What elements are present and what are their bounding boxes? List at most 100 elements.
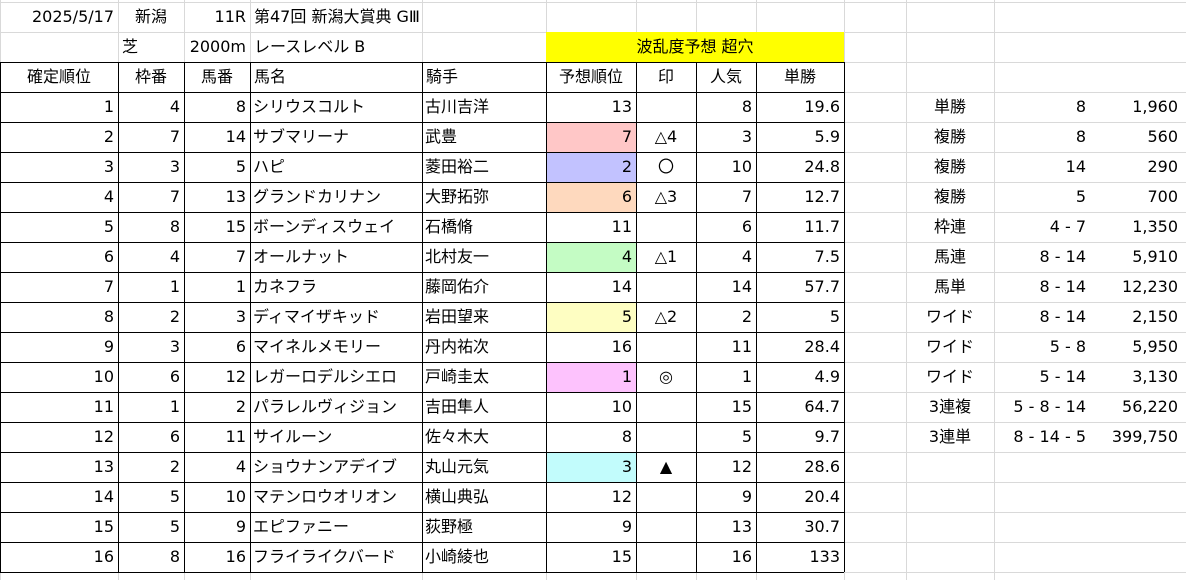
mark-cell[interactable] — [636, 512, 696, 542]
pred-rank-cell[interactable]: 11 — [611, 217, 632, 236]
odds-cell[interactable]: 20.4 — [804, 487, 840, 506]
col-finish-header[interactable]: 確定順位 — [26, 67, 91, 86]
payout-combination[interactable]: 8 — [1075, 97, 1086, 116]
frame-cell[interactable]: 1 — [169, 277, 180, 296]
pred-rank-cell[interactable]: 16 — [611, 337, 632, 356]
odds-cell[interactable]: 4.9 — [814, 367, 840, 386]
jockey-cell[interactable]: 菱田裕二 — [425, 157, 490, 176]
number-cell[interactable]: 1 — [235, 277, 246, 296]
pred-rank-cell[interactable]: 13 — [611, 97, 632, 116]
mark-cell[interactable] — [636, 272, 696, 302]
race-level[interactable]: レースレベル B — [254, 37, 366, 56]
frame-cell[interactable]: 1 — [169, 397, 180, 416]
finish-cell[interactable]: 11 — [93, 397, 114, 416]
horse-name-cell[interactable]: レガーロデルシエロ — [253, 367, 398, 386]
pred-rank-cell[interactable]: 7 — [621, 127, 632, 146]
number-cell[interactable]: 8 — [235, 97, 246, 116]
payout-type[interactable]: 複勝 — [933, 187, 966, 206]
horse-name-cell[interactable]: グランドカリナン — [253, 187, 382, 206]
finish-cell[interactable]: 12 — [93, 427, 114, 446]
popularity-cell[interactable]: 2 — [741, 307, 752, 326]
jockey-cell[interactable]: 石橋脩 — [425, 217, 474, 236]
number-cell[interactable]: 3 — [235, 307, 246, 326]
mark-cell[interactable] — [636, 332, 696, 362]
payout-type[interactable]: 枠連 — [933, 217, 966, 236]
popularity-cell[interactable]: 9 — [741, 487, 752, 506]
jockey-cell[interactable]: 大野拓弥 — [425, 187, 490, 206]
mark-cell[interactable] — [636, 392, 696, 422]
horse-name-cell[interactable]: ハピ — [253, 157, 286, 176]
jockey-cell[interactable]: 吉田隼人 — [425, 397, 490, 416]
popularity-cell[interactable]: 11 — [731, 337, 752, 356]
payout-combination[interactable]: 8 - 14 — [1039, 247, 1086, 266]
race-distance[interactable]: 2000m — [189, 37, 246, 56]
payout-amount[interactable]: 12,230 — [1122, 277, 1178, 296]
payout-amount[interactable]: 1,960 — [1132, 97, 1178, 116]
popularity-cell[interactable]: 1 — [741, 367, 752, 386]
odds-cell[interactable]: 9.7 — [814, 427, 840, 446]
payout-amount[interactable]: 3,130 — [1132, 367, 1178, 386]
frame-cell[interactable]: 8 — [169, 547, 180, 566]
popularity-cell[interactable]: 3 — [741, 127, 752, 146]
payout-type[interactable]: 単勝 — [933, 97, 966, 116]
pred-rank-cell[interactable]: 3 — [621, 457, 632, 476]
race-venue[interactable]: 新潟 — [134, 7, 167, 26]
frame-cell[interactable]: 6 — [169, 427, 180, 446]
jockey-cell[interactable]: 丹内祐次 — [425, 337, 490, 356]
frame-cell[interactable]: 5 — [169, 517, 180, 536]
finish-cell[interactable]: 5 — [103, 217, 114, 236]
col-horse-header[interactable]: 馬名 — [254, 67, 287, 86]
jockey-cell[interactable]: 小崎綾也 — [425, 547, 490, 566]
frame-cell[interactable]: 8 — [169, 217, 180, 236]
pred-rank-cell[interactable]: 15 — [611, 547, 632, 566]
payout-type[interactable]: 複勝 — [933, 127, 966, 146]
frame-cell[interactable]: 7 — [169, 187, 180, 206]
number-cell[interactable]: 15 — [225, 217, 246, 236]
col-pred-header[interactable]: 予想順位 — [558, 67, 623, 86]
odds-cell[interactable]: 5.9 — [814, 127, 840, 146]
finish-cell[interactable]: 8 — [103, 307, 114, 326]
horse-name-cell[interactable]: カネフラ — [253, 277, 318, 296]
finish-cell[interactable]: 10 — [93, 367, 114, 386]
odds-cell[interactable]: 28.4 — [804, 337, 840, 356]
finish-cell[interactable]: 13 — [93, 457, 114, 476]
frame-cell[interactable]: 2 — [169, 457, 180, 476]
col-jockey-header[interactable]: 騎手 — [426, 67, 459, 86]
pred-rank-cell[interactable]: 4 — [621, 247, 632, 266]
odds-cell[interactable]: 57.7 — [804, 277, 840, 296]
payout-type[interactable]: 馬連 — [933, 247, 966, 266]
payout-amount[interactable]: 399,750 — [1111, 427, 1178, 446]
odds-cell[interactable]: 28.6 — [804, 457, 840, 476]
pred-rank-cell[interactable]: 8 — [621, 427, 632, 446]
number-cell[interactable]: 6 — [235, 337, 246, 356]
horse-name-cell[interactable]: サブマリーナ — [253, 127, 350, 146]
horse-name-cell[interactable]: フライライクバード — [253, 547, 396, 566]
finish-cell[interactable]: 3 — [103, 157, 114, 176]
payout-amount[interactable]: 1,350 — [1132, 217, 1178, 236]
jockey-cell[interactable]: 戸崎圭太 — [425, 367, 490, 386]
payout-combination[interactable]: 5 — [1075, 187, 1086, 206]
horse-name-cell[interactable]: サイルーン — [253, 427, 333, 446]
frame-cell[interactable]: 3 — [169, 337, 180, 356]
pred-rank-cell[interactable]: 6 — [621, 187, 632, 206]
finish-cell[interactable]: 4 — [103, 187, 114, 206]
payout-type[interactable]: ワイド — [925, 307, 974, 326]
payout-combination[interactable]: 8 - 14 — [1039, 277, 1086, 296]
frame-cell[interactable]: 3 — [169, 157, 180, 176]
finish-cell[interactable]: 2 — [103, 127, 114, 146]
col-mark-header[interactable]: 印 — [657, 67, 674, 86]
popularity-cell[interactable]: 5 — [741, 427, 752, 446]
race-number[interactable]: 11R — [214, 7, 246, 26]
mark-cell[interactable]: ▲ — [659, 457, 673, 476]
pred-rank-cell[interactable]: 9 — [621, 517, 632, 536]
payout-type[interactable]: ワイド — [925, 367, 974, 386]
jockey-cell[interactable]: 古川吉洋 — [425, 97, 490, 116]
frame-cell[interactable]: 4 — [169, 247, 180, 266]
odds-cell[interactable]: 64.7 — [804, 397, 840, 416]
number-cell[interactable]: 7 — [235, 247, 246, 266]
payout-type[interactable]: 馬単 — [933, 277, 966, 296]
payout-combination[interactable]: 14 — [1065, 157, 1086, 176]
payout-amount[interactable]: 2,150 — [1132, 307, 1178, 326]
odds-cell[interactable]: 11.7 — [804, 217, 840, 236]
number-cell[interactable]: 14 — [225, 127, 246, 146]
